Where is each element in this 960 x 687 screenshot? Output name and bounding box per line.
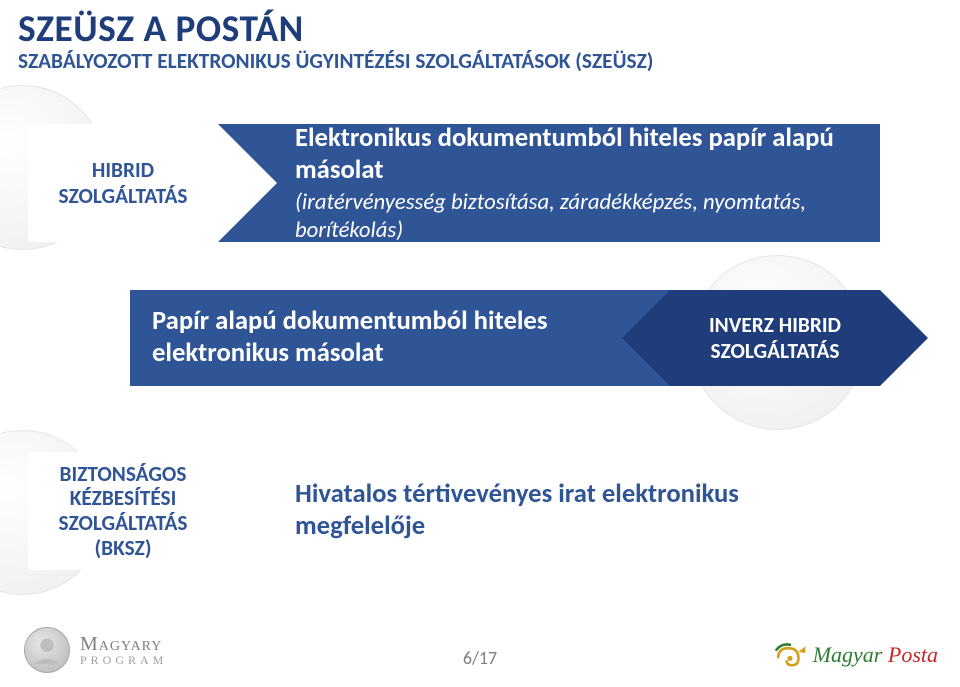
label-text: INVERZ HIBRID SZOLGÁLTATÁS	[709, 312, 841, 364]
arrow-right-icon	[218, 124, 277, 242]
label-bksz: BIZTONSÁGOS KÉZBESÍTÉSI SZOLGÁLTATÁS (BK…	[28, 452, 218, 570]
footer-logo-magyary: Magyary program	[24, 627, 167, 673]
arrow-left-icon	[622, 290, 670, 386]
content-bksz: Hivatalos tértivevényes irat elektroniku…	[218, 452, 880, 570]
page-title: SZEÜSZ A POSTÁN	[18, 6, 304, 52]
content-title: Elektronikus dokumentumból hiteles papír…	[295, 122, 858, 186]
mp-word1: Magyar	[813, 642, 883, 667]
content-title: Papír alapú dokumentumból hiteles elektr…	[152, 305, 648, 369]
label-hibrid: HIBRID SZOLGÁLTATÁS	[28, 124, 218, 242]
coin-icon	[24, 627, 70, 673]
magyary-line1: Magyary	[80, 634, 167, 654]
row-bksz: BIZTONSÁGOS KÉZBESÍTÉSI SZOLGÁLTATÁS (BK…	[0, 452, 960, 570]
portrait-icon	[25, 627, 69, 673]
slide: SZEÜSZ A POSTÁN SZABÁLYOZOTT ELEKTRONIKU…	[0, 0, 960, 687]
page-subtitle: SZABÁLYOZOTT ELEKTRONIKUS ÜGYINTÉZÉSI SZ…	[18, 48, 653, 74]
row-inverz: Papír alapú dokumentumból hiteles elektr…	[0, 290, 960, 386]
magyary-line2: program	[80, 654, 167, 666]
label-text: BIZTONSÁGOS KÉZBESÍTÉSI SZOLGÁLTATÁS (BK…	[59, 462, 188, 560]
posthorn-icon	[773, 641, 807, 669]
content-inverz: Papír alapú dokumentumból hiteles elektr…	[130, 290, 670, 386]
content-hibrid: Elektronikus dokumentumból hiteles papír…	[218, 124, 880, 242]
label-text: HIBRID SZOLGÁLTATÁS	[59, 157, 188, 209]
mp-word2: Posta	[888, 642, 938, 667]
arrow-right-icon	[218, 452, 277, 570]
magyarposta-text: Magyar Posta	[813, 642, 938, 668]
row-hibrid: HIBRID SZOLGÁLTATÁS Elektronikus dokumen…	[0, 124, 960, 242]
content-sub: (iratérvényesség biztosítása, záradékkép…	[295, 188, 858, 244]
footer-logo-magyarposta: Magyar Posta	[773, 641, 938, 669]
arrow-right-icon	[880, 290, 928, 386]
magyary-text: Magyary program	[80, 634, 167, 666]
page-number: 6/17	[463, 647, 497, 669]
content-title: Hivatalos tértivevényes irat elektroniku…	[295, 478, 858, 542]
label-inverz: INVERZ HIBRID SZOLGÁLTATÁS	[670, 290, 880, 386]
